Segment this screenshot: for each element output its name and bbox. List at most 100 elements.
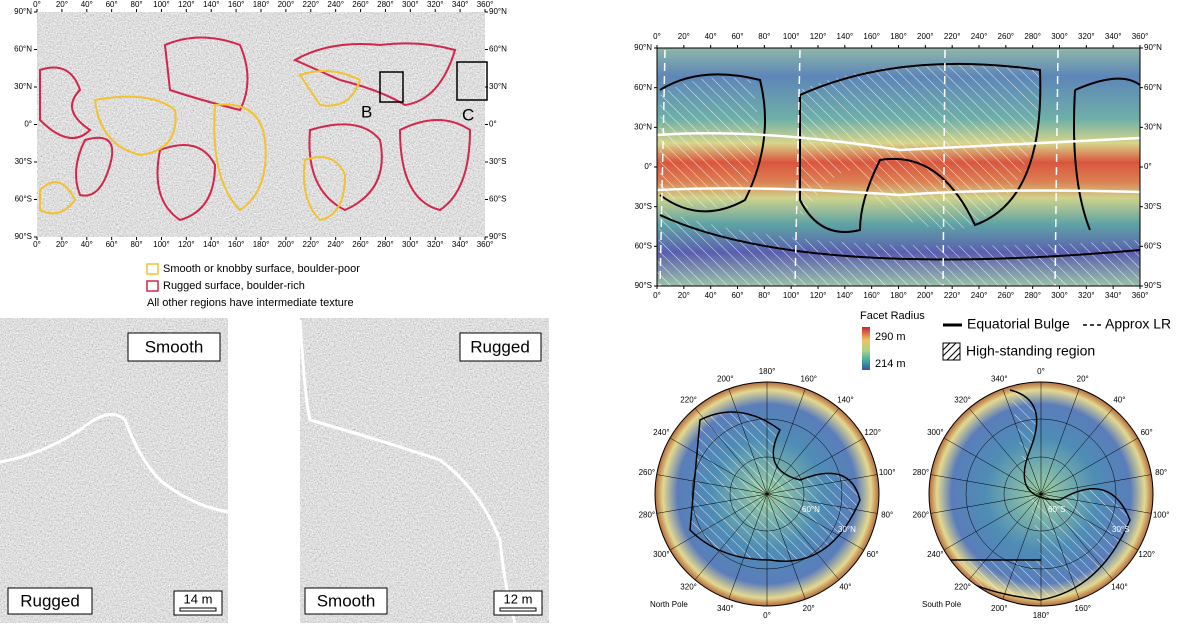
lon-tick-label: 0° bbox=[653, 32, 661, 41]
lon-tick-label: 200° bbox=[917, 291, 934, 300]
lon-tick-label: 120° bbox=[810, 291, 827, 300]
lon-tick-label: 260° bbox=[352, 240, 369, 249]
lon-label: 300° bbox=[653, 550, 670, 559]
lon-label: 180° bbox=[759, 367, 776, 376]
lat-tick-label: 30°N bbox=[634, 122, 652, 131]
lat-tick-label: 0° bbox=[24, 120, 32, 129]
legend-swatch bbox=[147, 264, 158, 274]
lon-tick-label: 140° bbox=[203, 240, 220, 249]
lon-tick-label: 240° bbox=[327, 0, 344, 9]
lon-tick-label: 180° bbox=[253, 240, 270, 249]
lon-label: 0° bbox=[1037, 367, 1045, 376]
lon-tick-label: 280° bbox=[1024, 291, 1041, 300]
lon-tick-label: 200° bbox=[917, 32, 934, 41]
lat-label: 30°S bbox=[1112, 525, 1129, 534]
lon-label: 340° bbox=[991, 374, 1008, 383]
region-label: B bbox=[361, 102, 372, 121]
lon-tick-label: 80° bbox=[758, 32, 770, 41]
lon-tick-label: 80° bbox=[131, 0, 143, 9]
colorbar-label: 214 m bbox=[875, 358, 906, 370]
lon-label: 260° bbox=[913, 510, 930, 519]
lon-tick-label: 340° bbox=[1105, 291, 1122, 300]
lon-tick-label: 320° bbox=[427, 240, 444, 249]
lon-tick-label: 100° bbox=[783, 291, 800, 300]
lon-tick-label: 320° bbox=[1078, 32, 1095, 41]
scale-label: 12 m bbox=[504, 591, 533, 606]
lat-tick-label: 90°S bbox=[1144, 281, 1161, 290]
panel-label: Rugged bbox=[470, 337, 530, 356]
lon-tick-label: 340° bbox=[1105, 32, 1122, 41]
lon-label: 0° bbox=[763, 611, 771, 620]
lon-tick-label: 60° bbox=[106, 0, 118, 9]
lon-tick-label: 300° bbox=[402, 240, 419, 249]
lon-tick-label: 40° bbox=[705, 291, 717, 300]
lon-label: 280° bbox=[913, 468, 930, 477]
lon-tick-label: 220° bbox=[303, 240, 320, 249]
legend-label: Equatorial Bulge bbox=[967, 316, 1070, 332]
lon-label: 200° bbox=[991, 604, 1008, 613]
lon-tick-label: 300° bbox=[1051, 32, 1068, 41]
colorbar-label: 290 m bbox=[875, 331, 906, 343]
lon-tick-label: 20° bbox=[678, 291, 690, 300]
lat-tick-label: 30°N bbox=[489, 82, 507, 91]
lat-label: 60°N bbox=[802, 505, 820, 514]
lat-tick-label: 30°S bbox=[15, 157, 32, 166]
lon-tick-label: 0° bbox=[653, 291, 661, 300]
lon-tick-label: 200° bbox=[278, 0, 295, 9]
lon-tick-label: 120° bbox=[178, 240, 195, 249]
panel-label: Rugged bbox=[20, 591, 80, 610]
lon-tick-label: 60° bbox=[731, 291, 743, 300]
lon-tick-label: 40° bbox=[705, 32, 717, 41]
lat-tick-label: 90°S bbox=[635, 281, 652, 290]
lon-label: 120° bbox=[1138, 550, 1155, 559]
lon-tick-label: 340° bbox=[452, 240, 469, 249]
lat-tick-label: 60°S bbox=[489, 195, 506, 204]
lon-tick-label: 120° bbox=[178, 0, 195, 9]
legend-label: Smooth or knobby surface, boulder-poor bbox=[163, 263, 360, 275]
lon-tick-label: 100° bbox=[153, 0, 170, 9]
lon-label: 100° bbox=[879, 468, 896, 477]
lat-tick-label: 90°N bbox=[1144, 43, 1162, 52]
lon-tick-label: 160° bbox=[228, 0, 245, 9]
lat-tick-label: 30°N bbox=[1144, 122, 1162, 131]
lon-label: 40° bbox=[1113, 396, 1125, 405]
lon-tick-label: 160° bbox=[228, 240, 245, 249]
lon-label: 20° bbox=[803, 604, 815, 613]
lon-tick-label: 220° bbox=[944, 291, 961, 300]
lon-tick-label: 40° bbox=[81, 0, 93, 9]
body: B C Smooth or knobby surface, boulder-po… bbox=[0, 0, 1179, 623]
lon-label: 140° bbox=[1111, 583, 1128, 592]
lon-tick-label: 360° bbox=[477, 240, 494, 249]
lon-tick-label: 300° bbox=[1051, 291, 1068, 300]
lon-label: 200° bbox=[717, 374, 734, 383]
pole-title: South Pole bbox=[922, 600, 962, 609]
lon-tick-label: 280° bbox=[1024, 32, 1041, 41]
lon-tick-label: 220° bbox=[303, 0, 320, 9]
lon-tick-label: 300° bbox=[402, 0, 419, 9]
lon-tick-label: 140° bbox=[837, 32, 854, 41]
legend-label: High-standing region bbox=[966, 343, 1095, 359]
lon-label: 80° bbox=[881, 510, 893, 519]
legend-label: Rugged surface, boulder-rich bbox=[163, 280, 305, 292]
lon-tick-label: 180° bbox=[253, 0, 270, 9]
colorbar-title: Facet Radius bbox=[860, 310, 925, 322]
lat-tick-label: 90°N bbox=[634, 43, 652, 52]
lat-tick-label: 0° bbox=[489, 120, 497, 129]
lon-tick-label: 320° bbox=[427, 0, 444, 9]
page: { "texture_map": { "lon_ticks": ["0°","2… bbox=[0, 0, 1179, 623]
lat-tick-label: 60°N bbox=[14, 45, 32, 54]
lon-tick-label: 280° bbox=[377, 0, 394, 9]
lon-tick-label: 240° bbox=[327, 240, 344, 249]
lon-label: 320° bbox=[680, 583, 697, 592]
lon-label: 160° bbox=[800, 374, 817, 383]
lat-tick-label: 60°S bbox=[15, 195, 32, 204]
lon-tick-label: 60° bbox=[106, 240, 118, 249]
lon-tick-label: 280° bbox=[377, 240, 394, 249]
lat-tick-label: 90°S bbox=[15, 232, 32, 241]
lon-tick-label: 240° bbox=[971, 291, 988, 300]
lat-tick-label: 60°N bbox=[1144, 83, 1162, 92]
lon-label: 280° bbox=[639, 510, 656, 519]
figure: B C Smooth or knobby surface, boulder-po… bbox=[0, 0, 1179, 623]
lon-label: 80° bbox=[1155, 468, 1167, 477]
lat-tick-label: 30°S bbox=[489, 157, 506, 166]
